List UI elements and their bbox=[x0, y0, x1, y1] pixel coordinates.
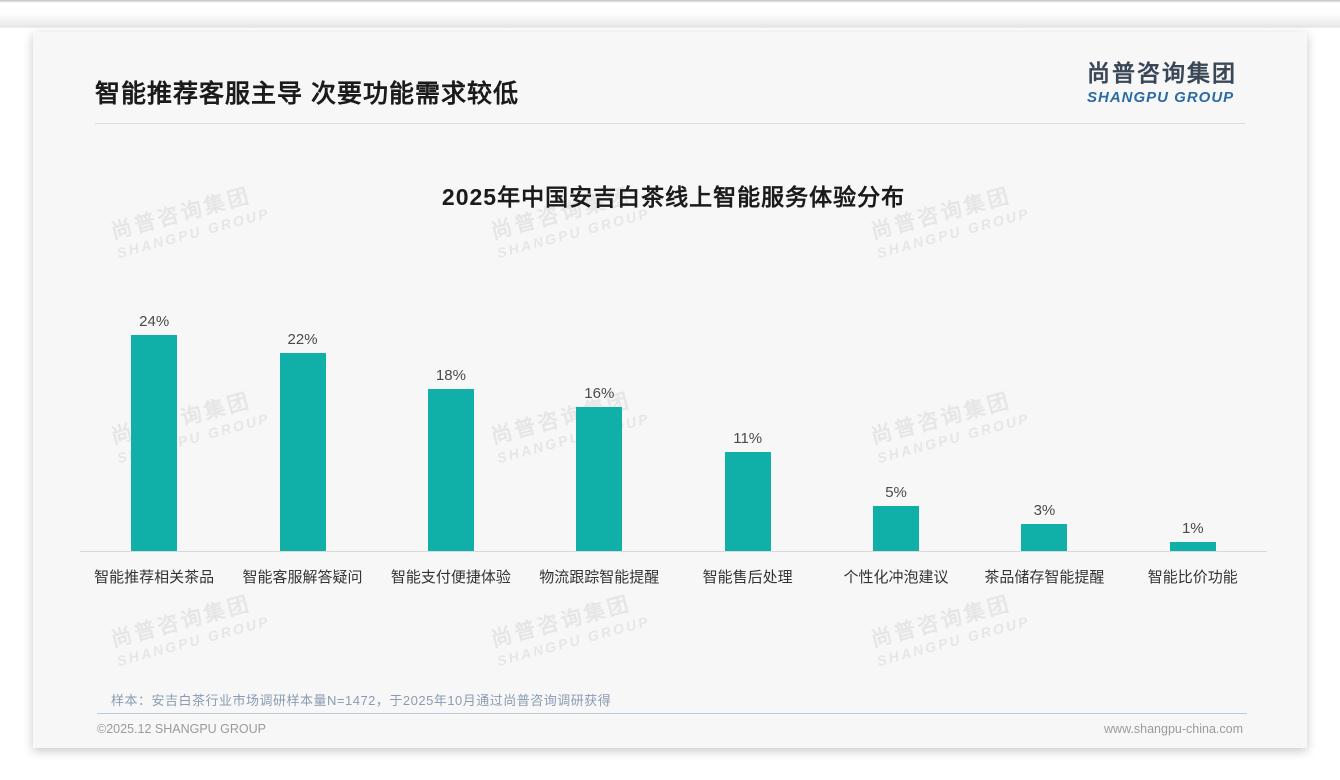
bar-value-label: 18% bbox=[435, 367, 466, 384]
bar-value-label: 11% bbox=[733, 430, 763, 447]
watermark: 尚普咨询集团 SHANGPU GROUP bbox=[108, 592, 272, 670]
bar-value-label: 22% bbox=[287, 331, 318, 348]
category-label: 茶品储存智能提醒 bbox=[984, 569, 1105, 586]
bar-chart-plot-area: 24% 22% 18% 16% 11% 5% 3% 1% bbox=[80, 312, 1267, 552]
bar bbox=[131, 335, 178, 551]
watermark: 尚普咨询集团 SHANGPU GROUP bbox=[868, 592, 1032, 670]
copyright-text: ©2025.12 SHANGPU GROUP bbox=[97, 722, 266, 736]
bar-slot: 1% bbox=[1119, 312, 1267, 551]
category-label: 物流跟踪智能提醒 bbox=[539, 569, 660, 586]
bar-slot: 11% bbox=[674, 312, 822, 551]
website-text: www.shangpu-china.com bbox=[1104, 722, 1243, 736]
bar bbox=[1169, 542, 1216, 551]
sample-footnote: 样本：安吉白茶行业市场调研样本量N=1472，于2025年10月通过尚普咨询调研… bbox=[111, 693, 612, 708]
category-axis: 智能推荐相关茶品 智能客服解答疑问 智能支付便捷体验 物流跟踪智能提醒 智能售后处理 个性… bbox=[80, 566, 1267, 587]
bar-value-label: 3% bbox=[1033, 502, 1056, 519]
bar bbox=[873, 506, 920, 551]
bar bbox=[576, 407, 623, 551]
header-divider bbox=[95, 123, 1245, 124]
company-logo: 尚普咨询集团 SHANGPU GROUP bbox=[1087, 54, 1237, 106]
logo-chinese-name: 尚普咨询集团 bbox=[1087, 60, 1237, 86]
bar-slot: 3% bbox=[970, 312, 1118, 551]
slide-card: 尚普咨询集团 SHANGPU GROUP 尚普咨询集团 SHANGPU GROUP 尚普… bbox=[33, 32, 1307, 748]
category-label: 智能支付便捷体验 bbox=[390, 569, 511, 586]
category-label: 智能推荐相关茶品 bbox=[94, 569, 215, 586]
bar bbox=[279, 353, 326, 551]
bar-value-label: 24% bbox=[139, 313, 170, 330]
watermark: 尚普咨询集团 SHANGPU GROUP bbox=[488, 592, 652, 670]
category-label: 智能客服解答疑问 bbox=[242, 569, 363, 586]
bar-value-label: 1% bbox=[1181, 520, 1204, 537]
chart-title: 2025年中国安吉白茶线上智能服务体验分布 bbox=[441, 184, 906, 210]
footer-divider bbox=[97, 713, 1247, 714]
bar-slot: 22% bbox=[228, 312, 376, 551]
category-label: 智能售后处理 bbox=[702, 569, 793, 586]
logo-english-name: SHANGPU GROUP bbox=[1087, 89, 1235, 106]
bar-value-label: 16% bbox=[584, 385, 615, 402]
bar bbox=[427, 389, 474, 551]
window-top-shadow bbox=[0, 0, 1340, 28]
category-label: 智能比价功能 bbox=[1147, 569, 1238, 586]
bar bbox=[724, 452, 771, 551]
footer: ©2025.12 SHANGPU GROUP www.shangpu-china… bbox=[97, 722, 1243, 736]
bar-slot: 16% bbox=[525, 312, 673, 551]
bar-slot: 5% bbox=[822, 312, 970, 551]
bar-slot: 24% bbox=[80, 312, 228, 551]
bar-value-label: 5% bbox=[885, 484, 907, 501]
page-title: 智能推荐客服主导 次要功能需求较低 bbox=[95, 80, 519, 108]
bar bbox=[1021, 524, 1068, 551]
category-label: 个性化冲泡建议 bbox=[843, 569, 949, 586]
bar-slot: 18% bbox=[377, 312, 525, 551]
